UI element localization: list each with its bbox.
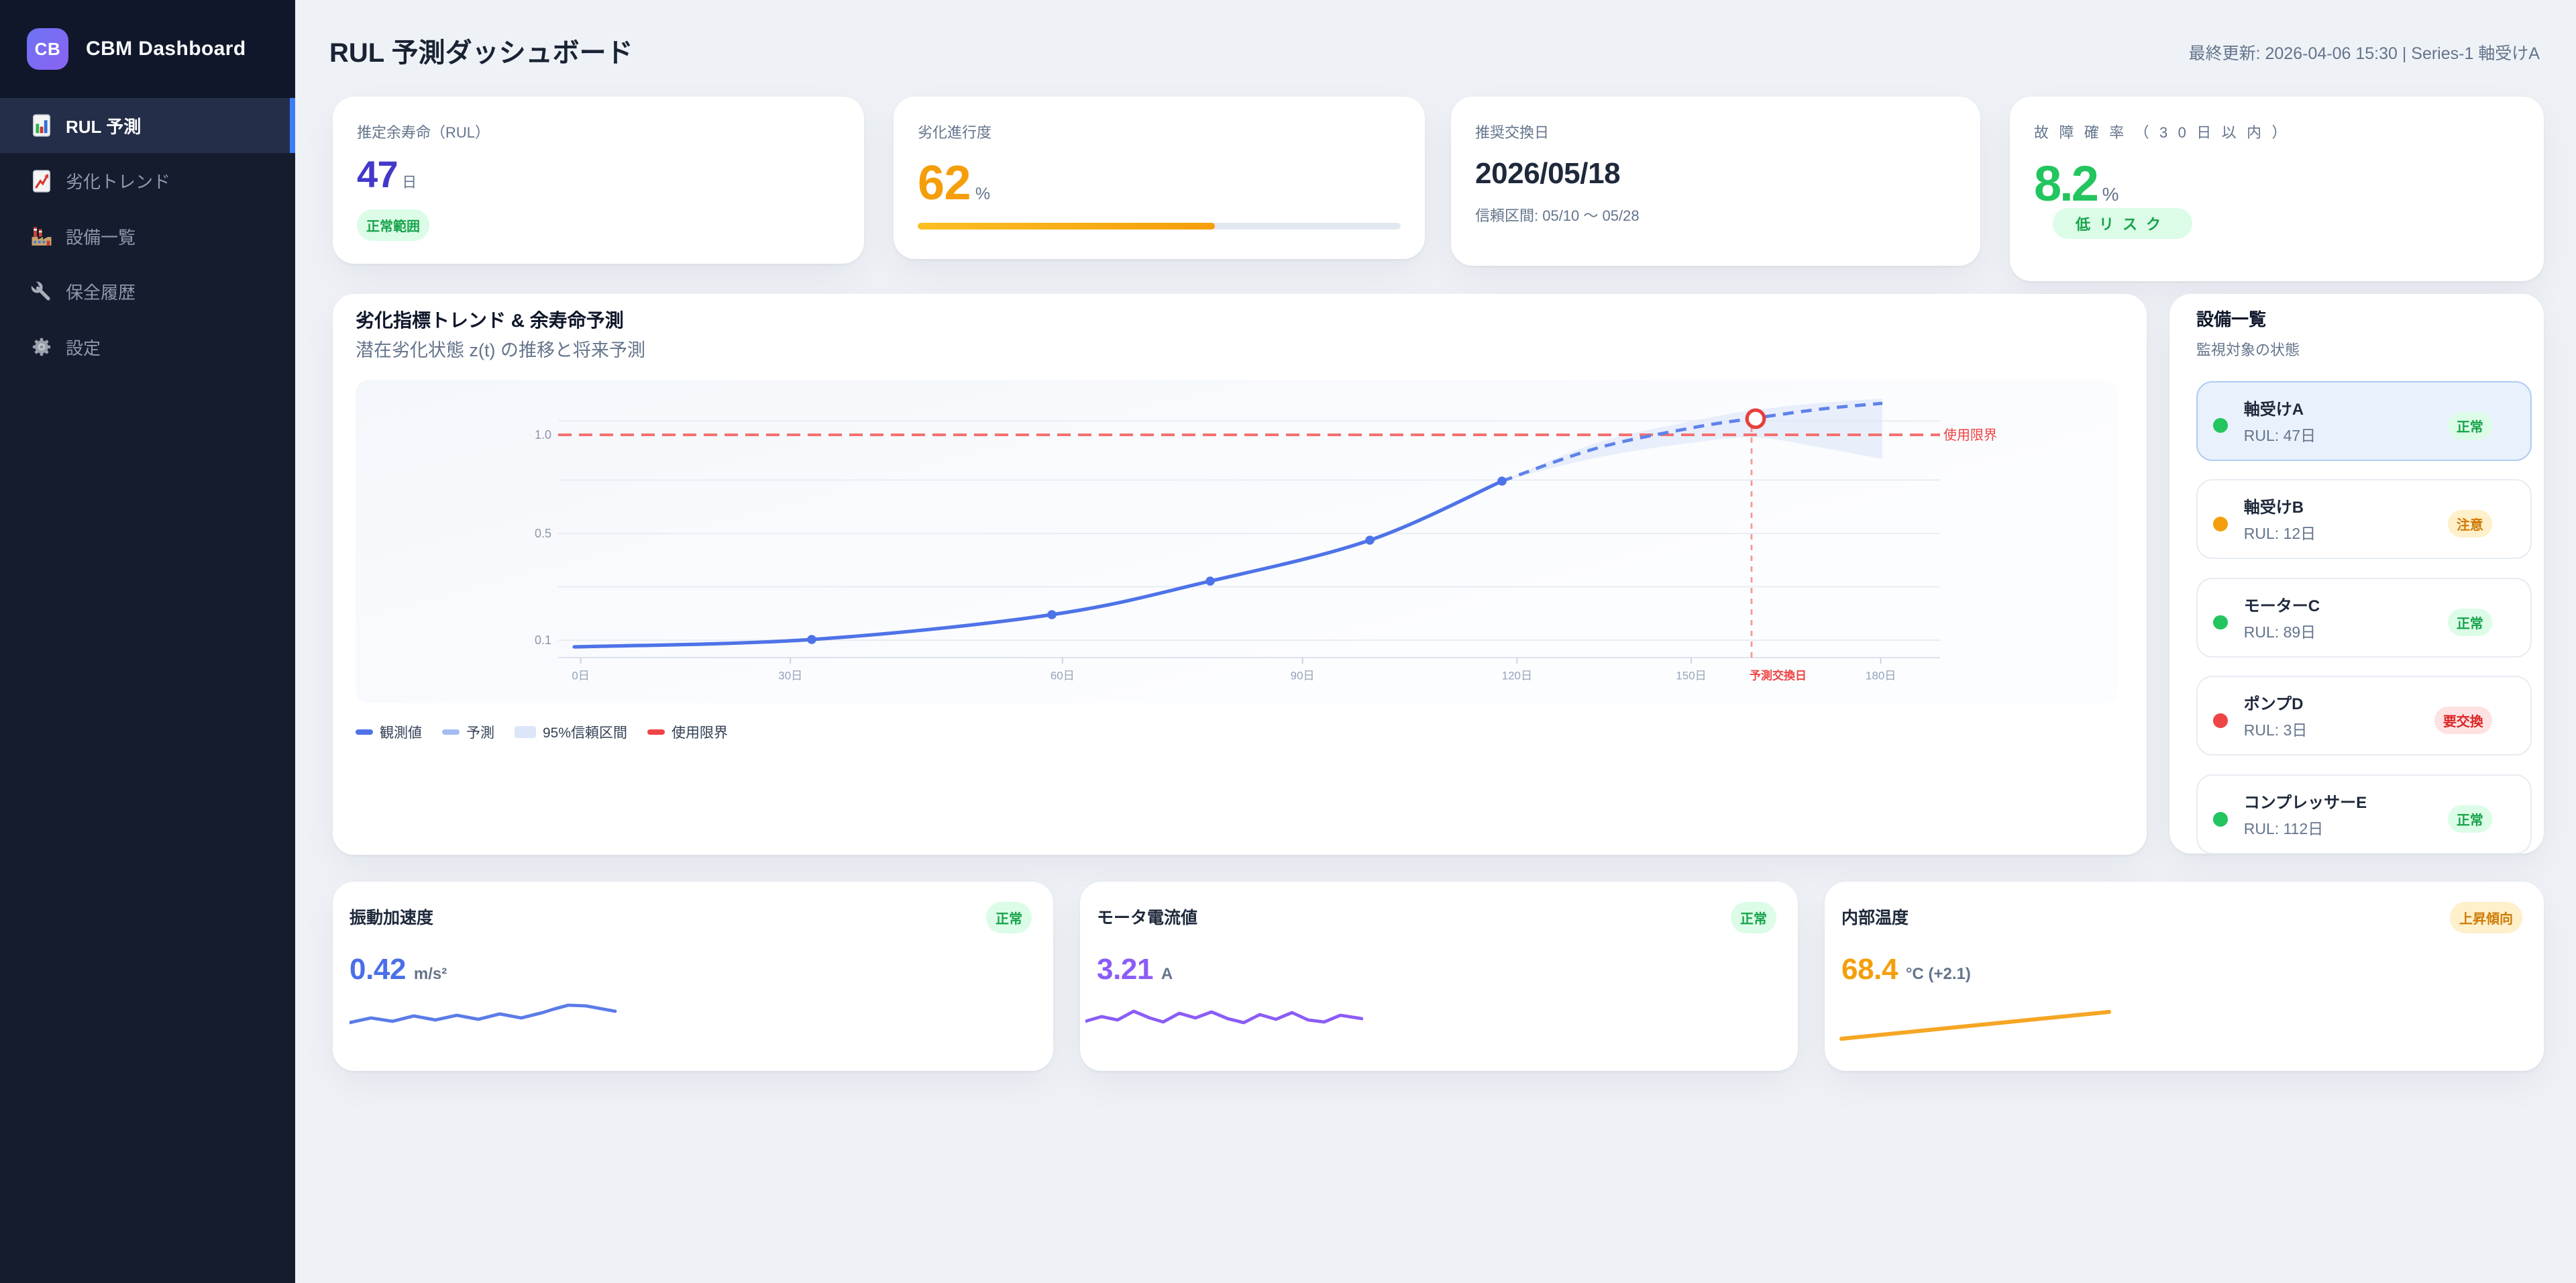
svg-text:180日: 180日 <box>1866 670 1896 682</box>
svg-text:1.0: 1.0 <box>535 428 551 442</box>
svg-text:使用限界: 使用限界 <box>1943 427 1997 443</box>
svg-text:予測交換日: 予測交換日 <box>1750 669 1807 682</box>
svg-text:0日: 0日 <box>572 670 589 682</box>
svg-text:90日: 90日 <box>1291 670 1315 682</box>
svg-text:120日: 120日 <box>1502 670 1532 682</box>
svg-text:60日: 60日 <box>1051 670 1075 682</box>
svg-text:0.5: 0.5 <box>535 527 551 540</box>
svg-text:30日: 30日 <box>778 670 802 682</box>
svg-text:0.1: 0.1 <box>535 633 551 647</box>
svg-text:150日: 150日 <box>1676 670 1706 682</box>
